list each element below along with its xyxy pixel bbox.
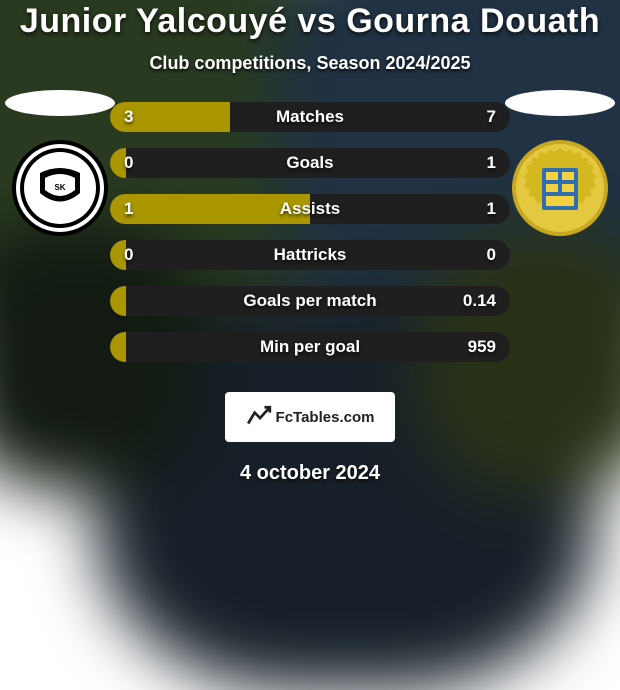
stat-row: Matches3 7 bbox=[110, 102, 510, 132]
player1-club-logo: SK bbox=[10, 138, 110, 238]
stat-value-right: 959 bbox=[468, 332, 496, 362]
stat-bars: Matches37Goals01Assists11Hattricks00Goal… bbox=[110, 102, 510, 378]
footer-brand-badge: FcTables.com bbox=[225, 392, 395, 442]
stat-label: Assists bbox=[110, 194, 510, 224]
stat-row: Min per goal959 bbox=[110, 332, 510, 362]
page-title: Junior Yalcouyé vs Gourna Douath bbox=[0, 2, 620, 41]
date-label: 4 october 2024 bbox=[0, 462, 620, 485]
player1-shadow bbox=[5, 90, 115, 116]
svg-text:SK: SK bbox=[54, 183, 65, 192]
stat-value-right: 1 bbox=[487, 148, 496, 178]
stat-label: Goals per match bbox=[110, 286, 510, 316]
stat-value-right: 7 bbox=[487, 102, 496, 132]
player2-shadow bbox=[505, 90, 615, 116]
subtitle: Club competitions, Season 2024/2025 bbox=[0, 53, 620, 74]
stat-value-left: 3 bbox=[124, 102, 133, 132]
footer-brand-text: FcTables.com bbox=[276, 409, 375, 426]
stat-value-left: 0 bbox=[124, 240, 133, 270]
stat-row: Assists1 1 bbox=[110, 194, 510, 224]
player2-club-logo bbox=[510, 138, 610, 238]
stat-label: Min per goal bbox=[110, 332, 510, 362]
stat-value-right: 0 bbox=[487, 240, 496, 270]
player1-badge: SK bbox=[5, 90, 115, 238]
stat-value-left: 0 bbox=[124, 148, 133, 178]
stat-label: Hattricks bbox=[110, 240, 510, 270]
player2-badge bbox=[505, 90, 615, 238]
stat-value-left: 1 bbox=[124, 194, 133, 224]
stat-value-right: 0.14 bbox=[463, 286, 496, 316]
chart-icon bbox=[246, 404, 272, 430]
stat-row: Hattricks0 0 bbox=[110, 240, 510, 270]
stat-label: Goals bbox=[110, 148, 510, 178]
stat-row: Goals per match0.14 bbox=[110, 286, 510, 316]
stat-value-right: 1 bbox=[487, 194, 496, 224]
stat-row: Goals0 1 bbox=[110, 148, 510, 178]
stat-label: Matches bbox=[110, 102, 510, 132]
